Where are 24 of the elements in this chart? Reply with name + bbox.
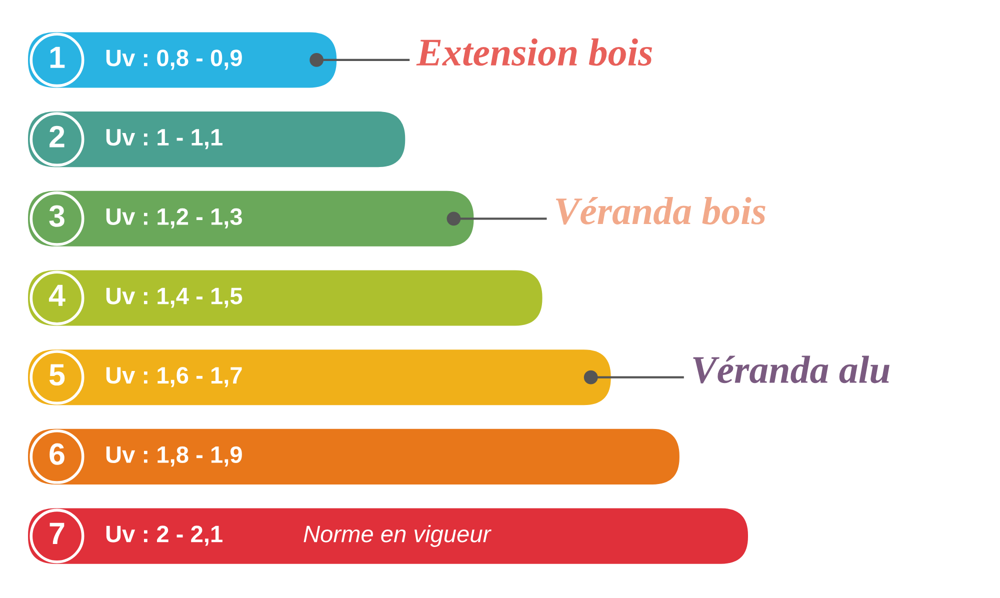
y-tick-label: 1 [50, 46, 65, 68]
data-label: Uv : 1,6 - 1,7 [106, 366, 242, 388]
data-label: Uv : 1,8 - 1,9 [106, 446, 242, 466]
data-label: Uv : 1,4 - 1,5 [106, 288, 242, 308]
y-tick-label: 6 [50, 443, 64, 465]
data-label: Uv : 1,2 - 1,3 [106, 208, 242, 228]
bar [28, 350, 611, 406]
y-tick-label: 5 [49, 364, 65, 386]
data-label: Uv : 0,8 - 0,9 [106, 50, 242, 70]
bar [28, 508, 748, 564]
annotation: Véranda bois [556, 197, 766, 225]
data-label: Uv : 1 - 1,1 [106, 129, 222, 150]
y-tick-label: 2 [50, 126, 64, 148]
bar [28, 428, 680, 484]
bar [28, 270, 542, 326]
y-tick-label: 3 [49, 205, 64, 227]
data-label: Uv : 2 - 2,1 [106, 526, 222, 546]
y-tick-label: 4 [48, 284, 66, 306]
y-tick-label: 7 [50, 522, 64, 544]
bar [28, 190, 474, 246]
bar [28, 112, 406, 168]
annotation: Véranda alu [693, 356, 890, 384]
annotation: Norme en vigueur [304, 525, 492, 548]
annotation: Extension bois [416, 38, 652, 66]
